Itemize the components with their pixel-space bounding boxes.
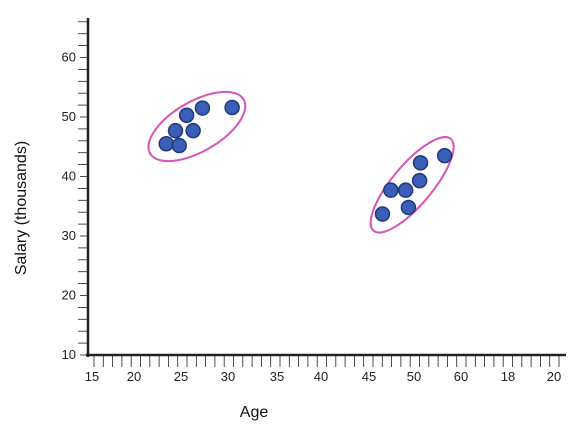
- x-tick-label: 60: [454, 369, 468, 384]
- y-tick-label: 10: [62, 347, 76, 362]
- data-point: [411, 172, 428, 189]
- x-tick-label: 18: [501, 369, 515, 384]
- axes: 10 20 30 40 50 60 15 20 25 30 35 40 45 50 60 18 20: [62, 18, 566, 384]
- x-tick-label: 20: [127, 369, 141, 384]
- cluster-ellipse: [147, 90, 247, 163]
- y-tick-label: 20: [62, 288, 76, 303]
- x-axis-tick-labels: 15 20 25 30 35 40 45 50 60 18 20: [85, 369, 561, 384]
- y-axis-tick-labels: 10 20 30 40 50 60: [62, 50, 76, 363]
- data-point: [167, 122, 184, 139]
- y-tick-label: 50: [62, 109, 76, 124]
- y-tick-label: 30: [62, 228, 76, 243]
- data-point: [185, 122, 201, 139]
- data-point: [158, 136, 174, 152]
- cluster-ellipse: [369, 136, 455, 234]
- x-tick-label: 20: [547, 369, 561, 384]
- data-point: [400, 199, 417, 216]
- x-axis-minor-ticks: [93, 355, 560, 367]
- data-point: [397, 182, 414, 198]
- x-tick-label: 50: [407, 369, 421, 384]
- cluster-outlines: [147, 90, 455, 234]
- data-point: [171, 137, 187, 154]
- data-point: [374, 206, 391, 222]
- data-point: [224, 99, 240, 116]
- y-tick-label: 60: [62, 50, 76, 65]
- data-point: [194, 100, 211, 116]
- y-tick-label: 40: [62, 169, 76, 184]
- x-axis-title: Age: [240, 404, 269, 421]
- x-tick-label: 25: [174, 369, 188, 384]
- y-axis-title: Salary (thousands): [13, 141, 30, 275]
- data-points: [158, 99, 453, 222]
- x-tick-label: 15: [85, 369, 99, 384]
- x-tick-label: 45: [362, 369, 376, 384]
- data-point: [178, 107, 195, 123]
- y-axis-minor-ticks: [78, 21, 88, 356]
- x-tick-label: 35: [270, 369, 284, 384]
- data-point: [412, 155, 429, 171]
- data-point: [383, 182, 399, 198]
- x-tick-label: 40: [314, 369, 328, 384]
- x-tick-label: 30: [221, 369, 235, 384]
- data-point: [436, 147, 453, 164]
